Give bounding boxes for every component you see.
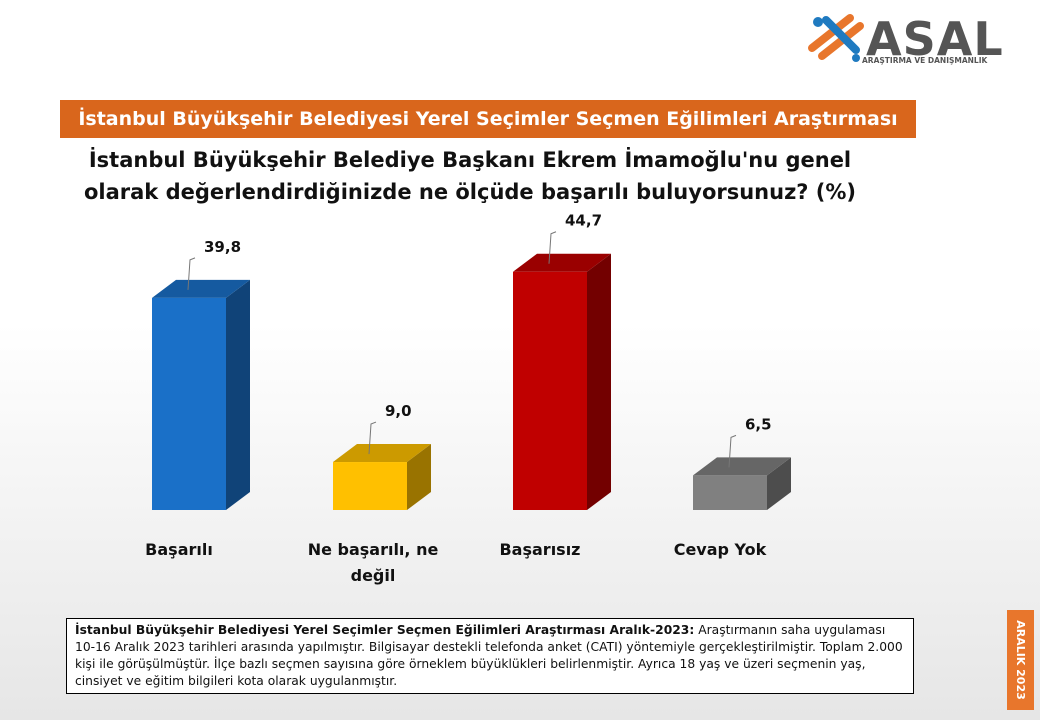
category-label: Ne başarılı, ne değil xyxy=(307,540,439,585)
bar-side xyxy=(407,444,431,510)
value-label: 6,5 xyxy=(745,415,772,433)
leader-line xyxy=(187,257,196,290)
footnote: İstanbul Büyükşehir Belediyesi Yerel Seç… xyxy=(66,618,914,694)
value-label: 44,7 xyxy=(565,212,602,230)
category-label: Cevap Yok xyxy=(673,540,767,559)
chart-title: İstanbul Büyükşehir Belediyesi Yerel Seç… xyxy=(60,100,916,138)
brand: ASAL xyxy=(866,12,1004,66)
footnote-title: İstanbul Büyükşehir Belediyesi Yerel Seç… xyxy=(75,623,695,637)
value-label: 39,8 xyxy=(204,238,241,256)
bar-side xyxy=(587,253,611,510)
leader-line xyxy=(368,421,377,455)
bar xyxy=(333,462,407,510)
category-label: Başarısız xyxy=(499,540,581,559)
date-tab xyxy=(1007,610,1034,710)
leader-line xyxy=(728,434,737,468)
logo-icon xyxy=(808,14,864,62)
bar-top xyxy=(693,457,791,476)
bar-top xyxy=(152,279,250,298)
date-tab-text: ARALIK 2023 xyxy=(1014,620,1027,700)
bar xyxy=(693,475,767,510)
leader-line xyxy=(548,231,557,264)
category-label: Başarılı xyxy=(145,540,213,559)
bar-side xyxy=(767,457,791,510)
bar-side xyxy=(226,279,250,510)
bar xyxy=(513,271,587,510)
bar-top xyxy=(333,444,431,463)
value-label: 9,0 xyxy=(385,402,412,420)
chart-subtitle: İstanbul Büyükşehir Belediye Başkanı Ekr… xyxy=(83,148,857,204)
footnote-text: Araştırmanın saha uygulaması 10-16 Aralı… xyxy=(75,623,903,688)
brand-subtitle: ARAŞTIRMA VE DANIŞMANLIK xyxy=(862,56,988,65)
bar xyxy=(152,297,226,510)
bar-top xyxy=(513,253,611,272)
